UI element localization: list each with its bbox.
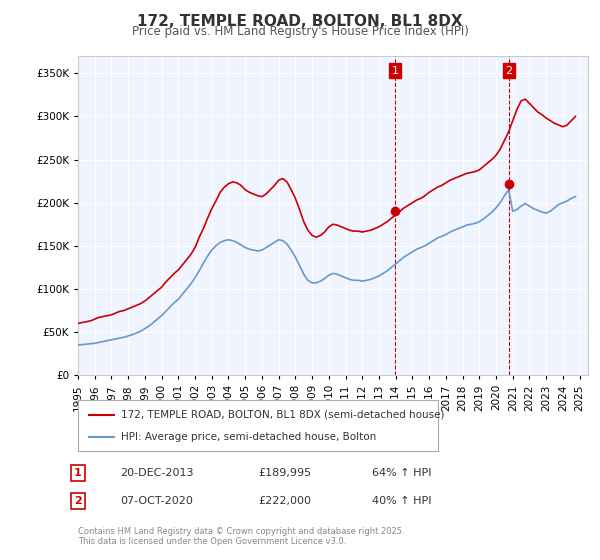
- Text: 172, TEMPLE ROAD, BOLTON, BL1 8DX (semi-detached house): 172, TEMPLE ROAD, BOLTON, BL1 8DX (semi-…: [121, 409, 445, 419]
- Text: 64% ↑ HPI: 64% ↑ HPI: [372, 468, 431, 478]
- Text: 20-DEC-2013: 20-DEC-2013: [120, 468, 193, 478]
- Text: £189,995: £189,995: [258, 468, 311, 478]
- Text: 2: 2: [74, 496, 82, 506]
- Text: 1: 1: [392, 66, 398, 76]
- Text: Contains HM Land Registry data © Crown copyright and database right 2025.
This d: Contains HM Land Registry data © Crown c…: [78, 526, 404, 546]
- Text: 07-OCT-2020: 07-OCT-2020: [120, 496, 193, 506]
- Text: 2: 2: [505, 66, 512, 76]
- Text: 1: 1: [74, 468, 82, 478]
- Text: £222,000: £222,000: [258, 496, 311, 506]
- Text: HPI: Average price, semi-detached house, Bolton: HPI: Average price, semi-detached house,…: [121, 432, 376, 442]
- Text: Price paid vs. HM Land Registry's House Price Index (HPI): Price paid vs. HM Land Registry's House …: [131, 25, 469, 38]
- Text: 40% ↑ HPI: 40% ↑ HPI: [372, 496, 431, 506]
- Text: 172, TEMPLE ROAD, BOLTON, BL1 8DX: 172, TEMPLE ROAD, BOLTON, BL1 8DX: [137, 14, 463, 29]
